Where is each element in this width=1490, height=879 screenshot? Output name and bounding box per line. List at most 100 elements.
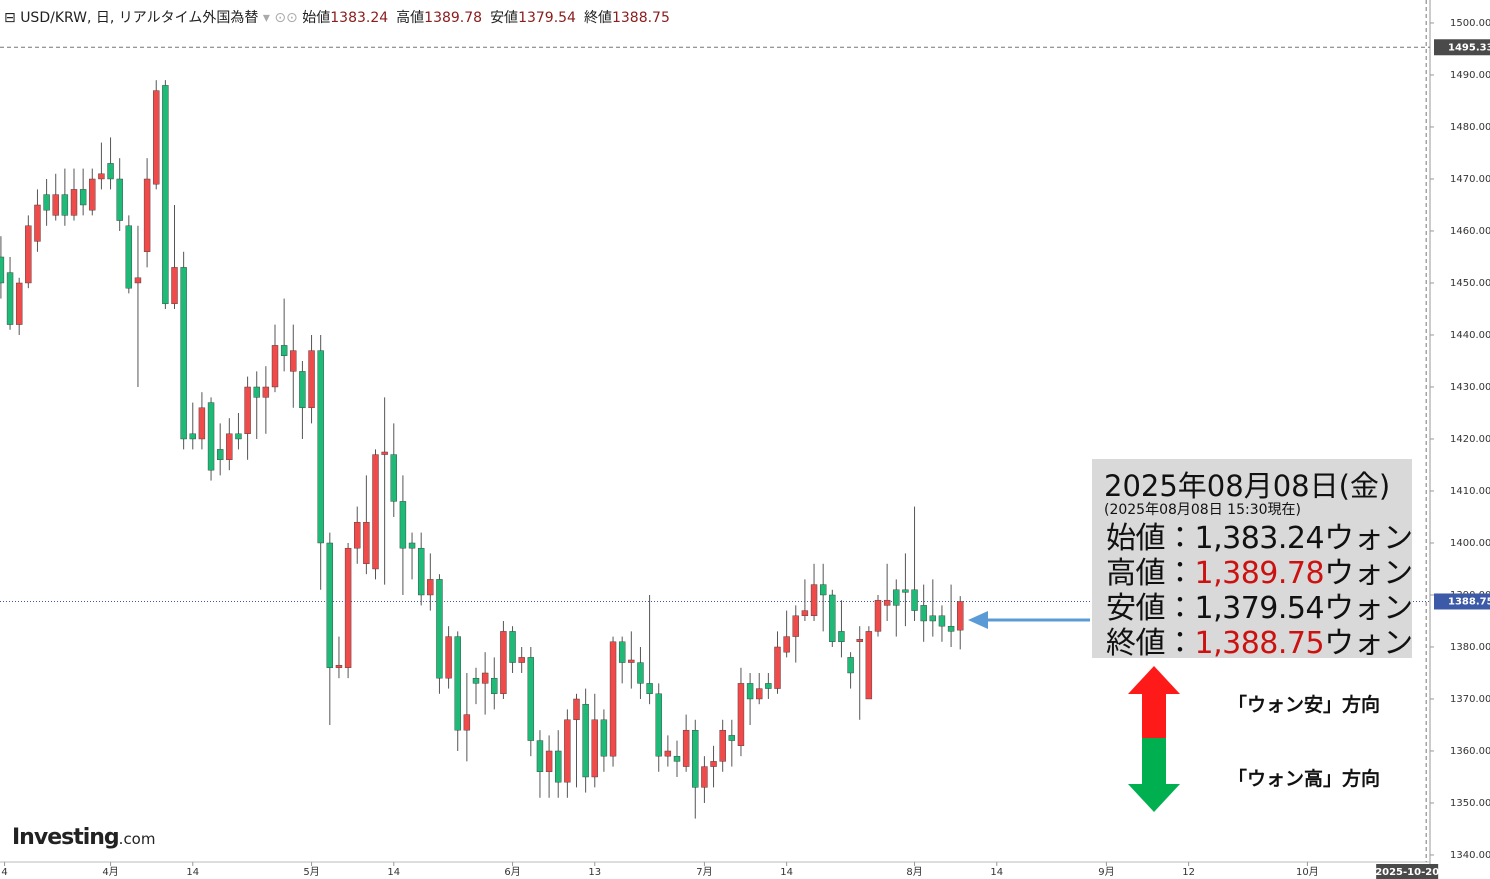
- info-unit: ウォン: [1324, 591, 1413, 626]
- symbol: USD/KRW, 日, リアルタイム外国為替: [20, 10, 259, 26]
- candle-body: [354, 521, 361, 549]
- candle-body: [308, 350, 315, 408]
- candle-body: [692, 729, 699, 788]
- x-tick-label: 8月: [906, 866, 922, 878]
- candle-body: [207, 402, 215, 471]
- price-label: 1388.75: [1448, 596, 1490, 607]
- x-tick-label: 14: [780, 867, 793, 878]
- candle-body: [235, 433, 242, 440]
- x-tick-label: 4月: [102, 866, 118, 878]
- candle-body: [573, 698, 580, 720]
- candle-body: [98, 173, 105, 180]
- candle-body: [609, 641, 617, 757]
- info-colon: ：: [1165, 556, 1195, 591]
- candle-body: [728, 735, 736, 741]
- candle-body: [920, 605, 927, 622]
- crosshair-x-label: 2025-10-20: [1375, 867, 1439, 878]
- candle-body: [783, 636, 790, 653]
- info-value: 1,383.24: [1194, 521, 1325, 556]
- candle-body: [472, 677, 480, 684]
- candle-body: [189, 433, 196, 440]
- candle-body: [171, 267, 178, 304]
- candle-body: [582, 703, 589, 778]
- y-tick-label: 1340.00: [1450, 850, 1490, 861]
- info-label: 安値: [1106, 591, 1166, 626]
- x-tick-label: 4: [1, 867, 7, 878]
- candle-body: [819, 584, 827, 596]
- candle-body: [43, 194, 50, 211]
- pointer-arrow-head: [968, 611, 988, 629]
- candle-body: [70, 189, 78, 216]
- field-value: 1383.24: [330, 10, 389, 26]
- ohlc-fields: 始値1383.24 高値1389.78 安値1379.54 終値1388.75: [302, 10, 678, 26]
- x-tick-label: 6月: [504, 866, 520, 878]
- candle-body: [810, 584, 818, 616]
- y-tick-label: 1410.00: [1450, 486, 1490, 497]
- candle-body: [381, 451, 388, 455]
- candle-body: [162, 85, 169, 304]
- x-tick-label: 14: [990, 867, 1003, 878]
- info-label: 始値: [1106, 521, 1166, 556]
- candle-body: [198, 407, 206, 440]
- up-arrow: [1128, 666, 1180, 738]
- candle-body: [299, 371, 306, 408]
- x-tick-label: 5月: [303, 866, 319, 878]
- candle-body: [363, 521, 370, 564]
- candle-body: [664, 750, 672, 757]
- y-tick-label: 1460.00: [1450, 226, 1490, 237]
- info-unit: ウォン: [1324, 556, 1413, 591]
- candle-body: [774, 646, 781, 689]
- candle-body: [280, 345, 288, 356]
- candle-body: [6, 272, 14, 325]
- info-row: 安値：1,379.54ウォン: [1106, 583, 1413, 627]
- x-tick-label: 14: [186, 867, 199, 878]
- candle-body: [555, 750, 562, 783]
- crosshair-y-box: [1434, 39, 1490, 56]
- info-label: 高値: [1106, 556, 1166, 591]
- candle-body: [79, 189, 87, 206]
- candle-body: [317, 350, 324, 544]
- candle-body: [847, 657, 854, 674]
- candle-body: [527, 657, 535, 741]
- y-tick-label: 1440.00: [1450, 330, 1490, 341]
- field-value: 1389.78: [424, 10, 483, 26]
- candle-body: [801, 610, 809, 616]
- y-tick-label: 1430.00: [1450, 382, 1490, 393]
- candle-body: [618, 641, 626, 663]
- candle-body: [0, 256, 5, 284]
- info-title: 2025年08月08日(金): [1104, 469, 1391, 503]
- logo-suffix: .com: [118, 830, 156, 848]
- info-row: 始値：1,383.24ウォン: [1106, 513, 1413, 557]
- field-label: 終値: [583, 10, 612, 26]
- price-box: [1434, 593, 1490, 610]
- info-subtitle: (2025年08月08日 15:30現在): [1104, 502, 1301, 518]
- candle-body: [746, 683, 754, 700]
- candle-body: [216, 449, 224, 460]
- candle-body: [838, 631, 845, 642]
- candle-body: [463, 714, 471, 731]
- candle-body: [865, 631, 873, 700]
- field-value: 1379.54: [518, 10, 576, 26]
- candle-body: [646, 683, 653, 694]
- crosshair-y-label: 1495.33: [1448, 42, 1490, 53]
- candle-body: [893, 589, 900, 606]
- info-box: 2025年08月08日(金) (2025年08月08日 15:30現在) 始値：…: [1092, 459, 1413, 661]
- candle-body: [417, 547, 425, 596]
- down-arrow: [1128, 738, 1180, 812]
- logo-name: Investing: [12, 825, 120, 850]
- candle-body: [436, 579, 443, 679]
- y-tick-label: 1350.00: [1450, 798, 1490, 809]
- candle-body: [829, 594, 836, 642]
- candle-body: [134, 277, 142, 284]
- candle-body: [856, 638, 863, 642]
- candle-body: [756, 688, 763, 700]
- field-label: 高値: [396, 10, 425, 26]
- candle-body: [244, 386, 251, 434]
- candle-body: [938, 615, 946, 627]
- candle-body: [637, 662, 644, 684]
- candle-body: [390, 454, 397, 502]
- candle-body: [125, 225, 133, 289]
- candle-body: [518, 657, 525, 663]
